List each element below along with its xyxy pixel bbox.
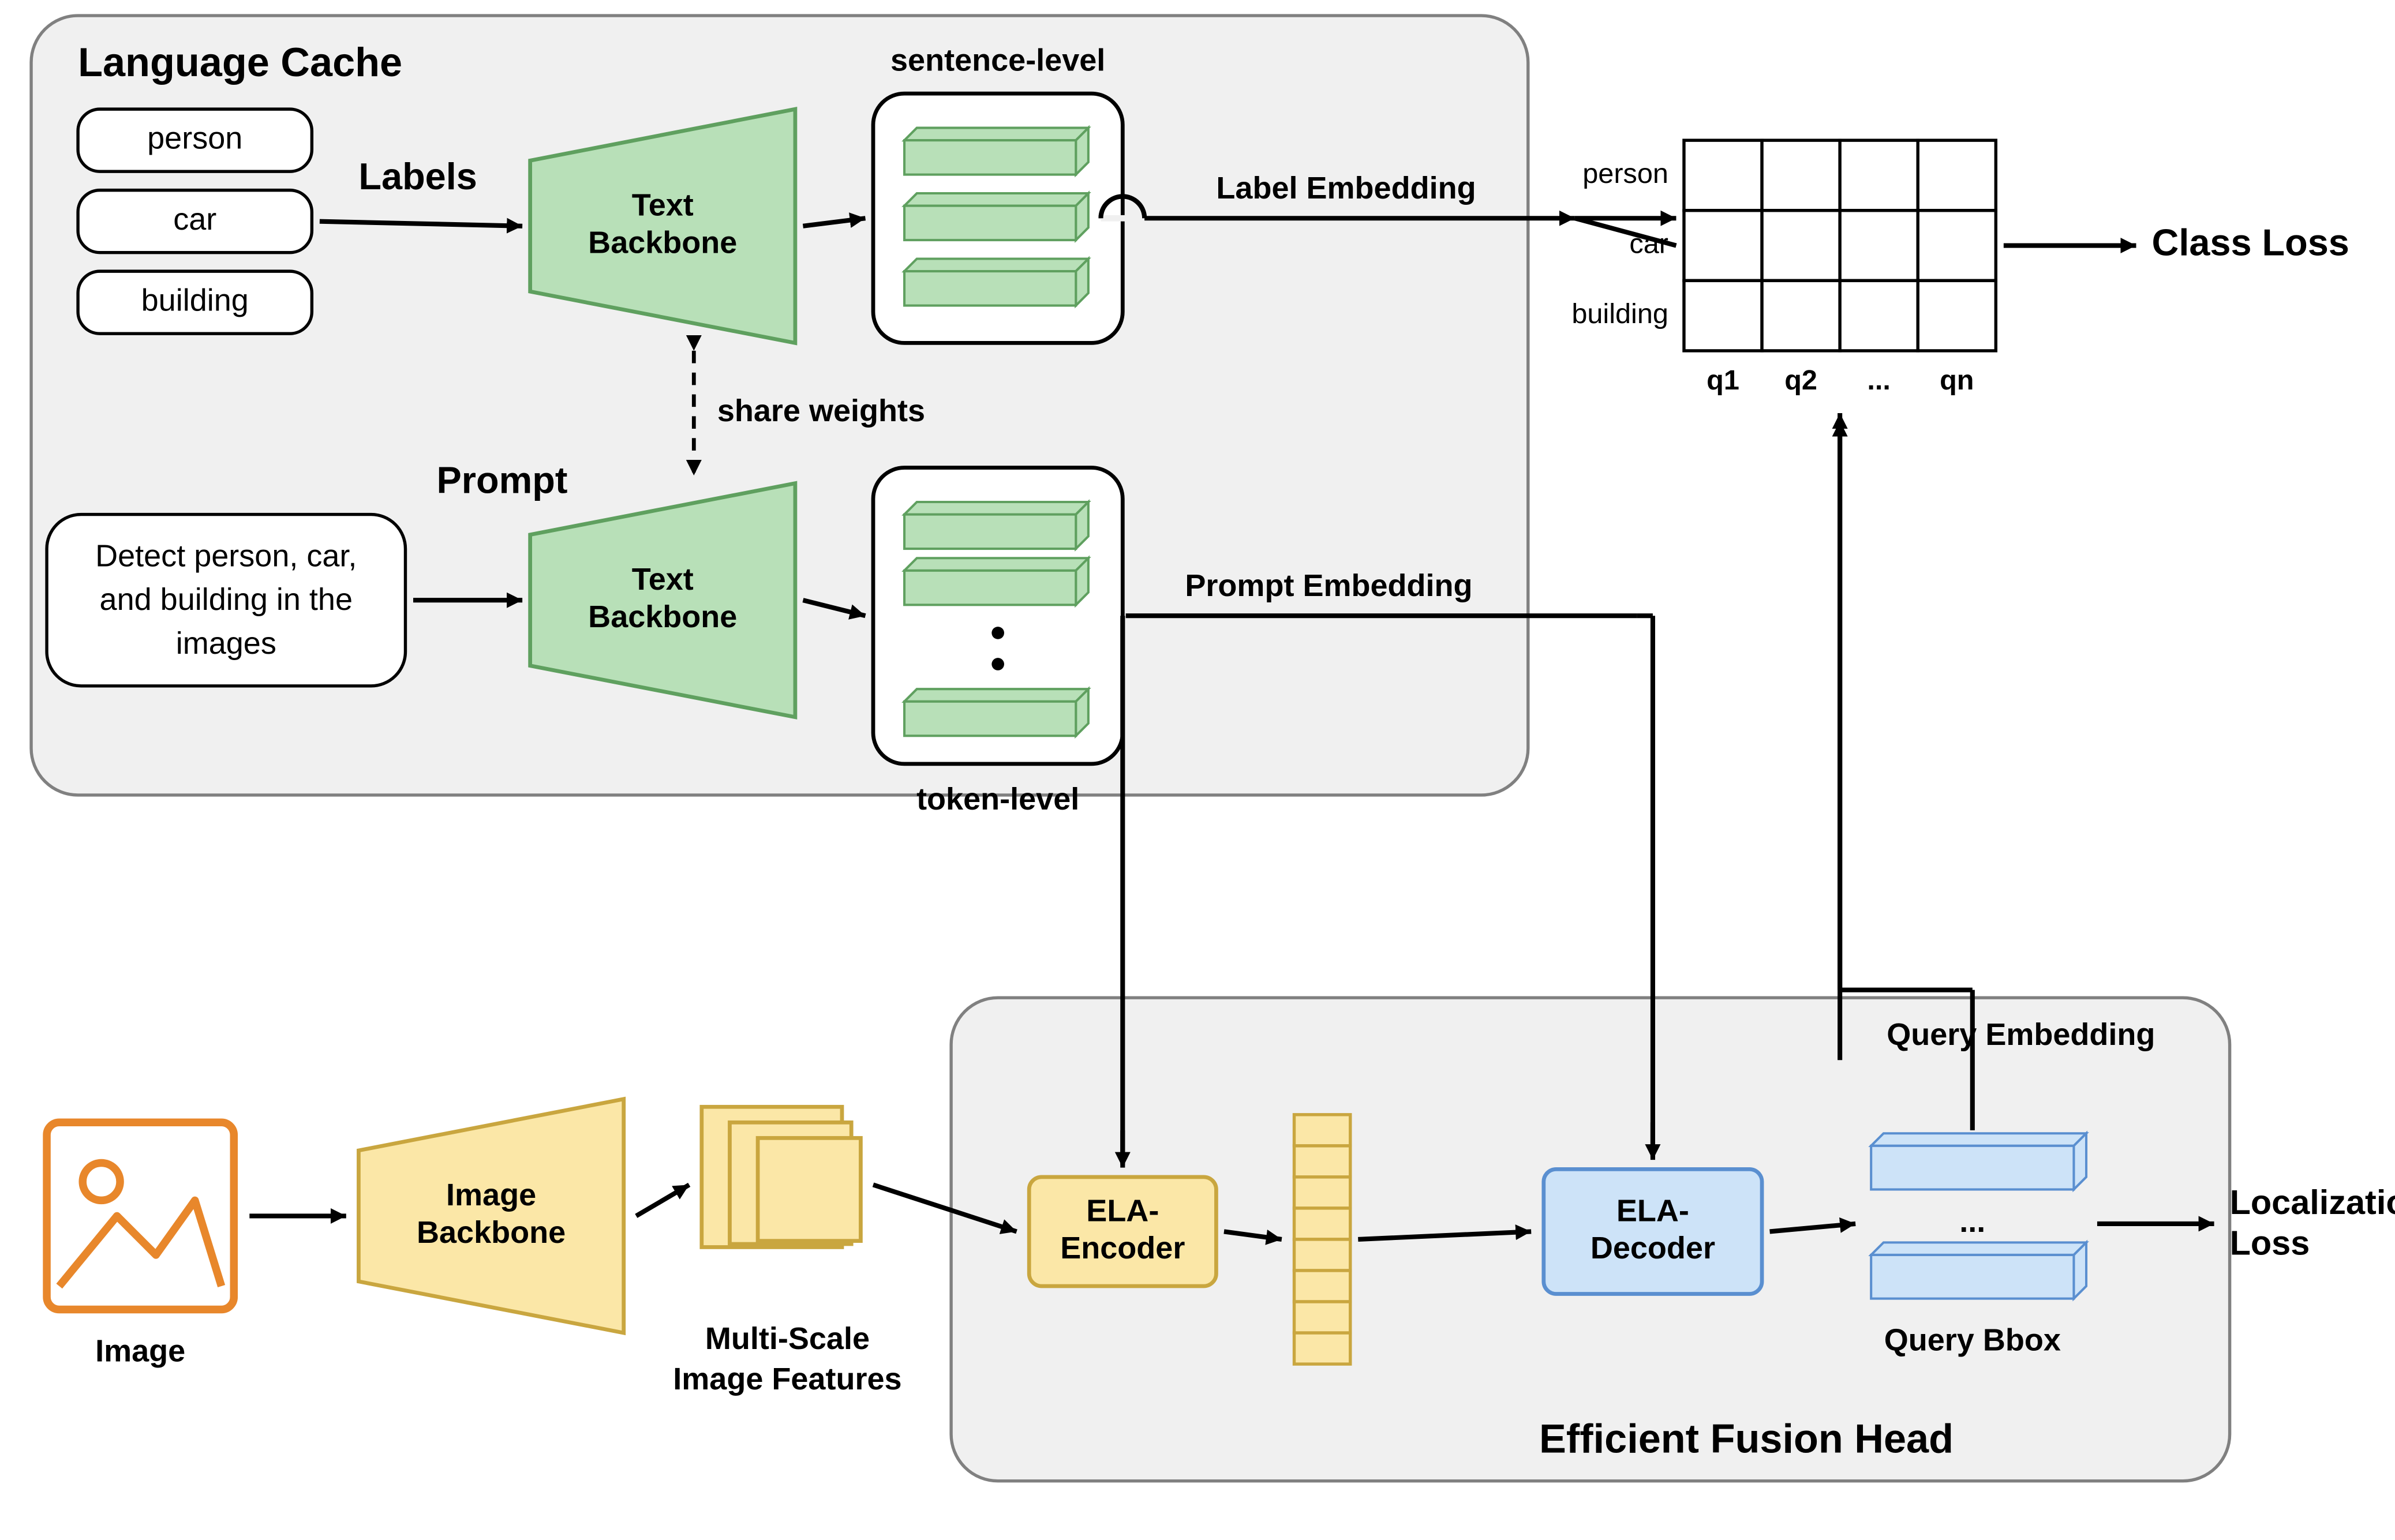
- ela-decoder-label: ELA-: [1616, 1193, 1689, 1228]
- query-dots: ...: [1959, 1204, 1985, 1239]
- logit-cell: [1918, 140, 1996, 211]
- embed-bar-front: [904, 702, 1076, 736]
- embed-bar-top: [904, 259, 1088, 272]
- embed-bar-front: [904, 206, 1076, 240]
- prompt-text: images: [176, 626, 276, 661]
- embed-bar-top: [904, 502, 1088, 515]
- embed-bar-top: [1871, 1133, 2086, 1146]
- image-icon: [47, 1122, 234, 1309]
- embed-bar-front: [904, 271, 1076, 305]
- grid-col-label: q1: [1707, 365, 1739, 396]
- localization-loss-label: Loss: [2230, 1223, 2310, 1262]
- sentence-level-title: sentence-level: [890, 43, 1105, 77]
- ela-encoder-label: ELA-: [1086, 1193, 1159, 1228]
- embed-bar-top: [904, 689, 1088, 702]
- logit-cell: [1840, 280, 1918, 351]
- embed-bar-front: [1871, 1146, 2074, 1190]
- grid-col-label: qn: [1940, 365, 1974, 396]
- grid-row-label: person: [1582, 158, 1668, 189]
- label-chip-text: person: [147, 121, 242, 155]
- embed-bar-top: [904, 193, 1088, 206]
- embed-bar-front: [904, 140, 1076, 174]
- dots: [991, 627, 1004, 639]
- prompt-title: Prompt: [437, 459, 568, 501]
- multiscale-label: Multi-Scale: [705, 1321, 870, 1356]
- feature-cell: [1294, 1115, 1350, 1146]
- embed-bar-front: [1871, 1255, 2074, 1299]
- share-weights-label: share weights: [717, 394, 925, 428]
- label-chip-text: building: [141, 283, 249, 317]
- fusion-head-title: Efficient Fusion Head: [1539, 1416, 1954, 1462]
- grid-col-label: q2: [1784, 365, 1817, 396]
- query-embedding-label: Query Embedding: [1887, 1017, 2155, 1052]
- feature-cell: [1294, 1302, 1350, 1333]
- text-backbone-bottom-label: Text: [632, 562, 694, 597]
- class-loss-label: Class Loss: [2152, 222, 2349, 264]
- localization-loss-label: Localization: [2230, 1183, 2395, 1221]
- label-chip-text: car: [173, 202, 216, 237]
- image-icon-mountain: [59, 1200, 222, 1286]
- ela-decoder-label: Decoder: [1591, 1231, 1715, 1265]
- feature-cell: [1294, 1271, 1350, 1302]
- prompt-text: and building in the: [100, 582, 353, 617]
- embed-bar-top: [1871, 1242, 2086, 1255]
- logit-cell: [1762, 140, 1840, 211]
- arrow-backbone-to-multiscale: [636, 1185, 689, 1216]
- feature-cell: [1294, 1146, 1350, 1177]
- logit-cell: [1762, 280, 1840, 351]
- image-backbone-label: Backbone: [417, 1215, 566, 1250]
- text-backbone-bottom-label: Backbone: [588, 599, 737, 634]
- image-label: Image: [95, 1333, 185, 1368]
- logit-cell: [1762, 211, 1840, 281]
- feature-cell: [1294, 1333, 1350, 1364]
- feature-cell: [1294, 1239, 1350, 1271]
- embed-bar-front: [904, 515, 1076, 549]
- image-backbone-label: Image: [446, 1178, 536, 1212]
- text-backbone-top-label: Text: [632, 188, 694, 223]
- feature-cell: [1294, 1208, 1350, 1239]
- text-backbone-top-label: Backbone: [588, 225, 737, 260]
- grid-col-label: ...: [1867, 365, 1891, 396]
- language-cache-title: Language Cache: [78, 39, 402, 85]
- ela-encoder-label: Encoder: [1060, 1231, 1185, 1265]
- feature-cell: [1294, 1177, 1350, 1208]
- multiscale-map: [758, 1138, 860, 1241]
- logit-cell: [1684, 140, 1762, 211]
- embed-bar-top: [904, 558, 1088, 571]
- embed-bar-top: [904, 128, 1088, 141]
- logit-cell: [1918, 211, 1996, 281]
- logit-cell: [1918, 280, 1996, 351]
- logit-cell: [1684, 211, 1762, 281]
- hop-mask: [1101, 215, 1144, 222]
- prompt-embedding-label: Prompt Embedding: [1185, 568, 1472, 603]
- logit-cell: [1840, 211, 1918, 281]
- multiscale-label: Image Features: [673, 1362, 901, 1396]
- prompt-text: Detect person, car,: [95, 539, 357, 574]
- token-level-title: token-level: [916, 782, 1079, 816]
- label-embedding-label: Label Embedding: [1216, 171, 1476, 205]
- image-icon-sun: [83, 1163, 120, 1201]
- grid-row-label: building: [1571, 298, 1668, 329]
- dots: [991, 658, 1004, 670]
- labels-title: Labels: [358, 155, 477, 197]
- embed-bar-front: [904, 571, 1076, 605]
- logit-cell: [1684, 280, 1762, 351]
- query-bbox-label: Query Bbox: [1884, 1323, 2061, 1358]
- logit-cell: [1840, 140, 1918, 211]
